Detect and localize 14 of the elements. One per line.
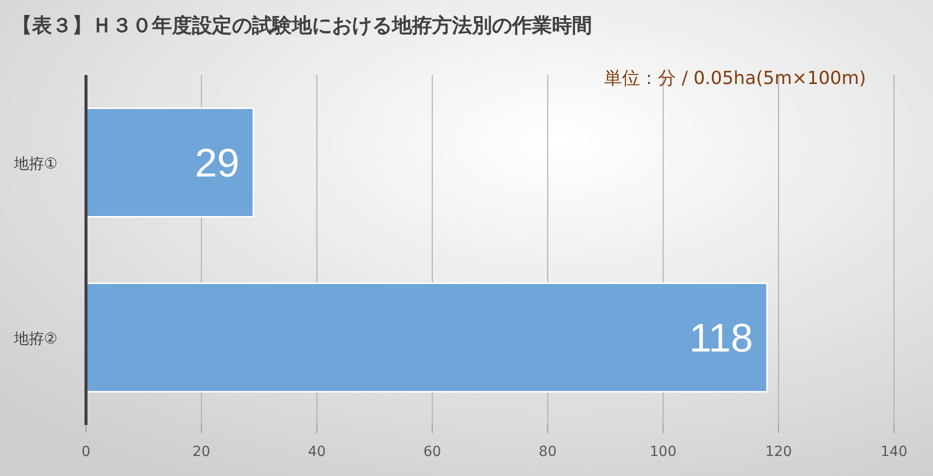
- y-tick-label: 地拵②: [13, 330, 58, 348]
- x-tick-label: 40: [308, 444, 326, 460]
- x-tick-label: 20: [192, 444, 210, 460]
- x-tick-label: 60: [423, 444, 442, 460]
- x-tick-label: 120: [765, 444, 792, 460]
- y-tick-label: 地拵①: [13, 154, 58, 172]
- annotation: 単位：分 / 0.05ha(5m×100m): [604, 68, 866, 89]
- x-tick-label: 100: [650, 444, 677, 460]
- x-tick-label: 80: [538, 444, 557, 460]
- chart-title: 【表３】Ｈ３０年度設定の試験地における地拵方法別の作業時間: [12, 13, 592, 37]
- x-tick-label: 140: [880, 444, 908, 460]
- data-label: 29: [194, 142, 240, 186]
- data-label: 118: [689, 316, 754, 360]
- x-tick-label: 0: [82, 444, 90, 460]
